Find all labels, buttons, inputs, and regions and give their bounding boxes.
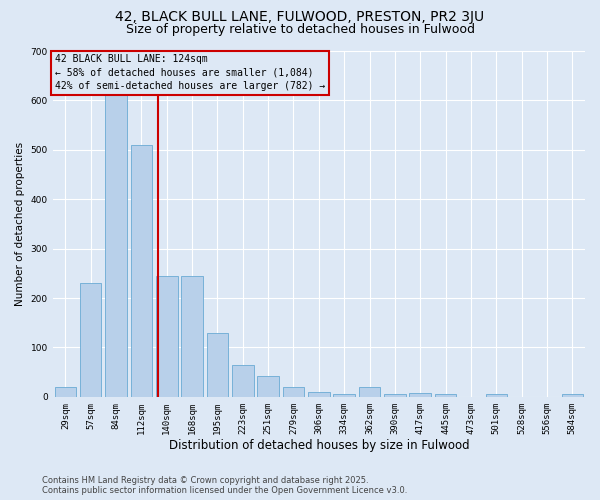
Bar	[334, 394, 355, 397]
Bar	[485, 394, 507, 397]
Bar	[283, 387, 304, 397]
Bar	[359, 387, 380, 397]
Bar	[181, 276, 203, 397]
Y-axis label: Number of detached properties: Number of detached properties	[15, 142, 25, 306]
Bar	[55, 387, 76, 397]
Text: 42 BLACK BULL LANE: 124sqm
← 58% of detached houses are smaller (1,084)
42% of s: 42 BLACK BULL LANE: 124sqm ← 58% of deta…	[55, 54, 325, 91]
Bar	[384, 394, 406, 397]
Bar	[308, 392, 329, 397]
Bar	[409, 393, 431, 397]
Text: 42, BLACK BULL LANE, FULWOOD, PRESTON, PR2 3JU: 42, BLACK BULL LANE, FULWOOD, PRESTON, P…	[115, 10, 485, 24]
Bar	[435, 394, 457, 397]
Bar	[105, 78, 127, 397]
Bar	[131, 145, 152, 397]
Text: Contains HM Land Registry data © Crown copyright and database right 2025.
Contai: Contains HM Land Registry data © Crown c…	[42, 476, 407, 495]
X-axis label: Distribution of detached houses by size in Fulwood: Distribution of detached houses by size …	[169, 440, 469, 452]
Text: Size of property relative to detached houses in Fulwood: Size of property relative to detached ho…	[125, 22, 475, 36]
Bar	[232, 364, 254, 397]
Bar	[257, 376, 279, 397]
Bar	[156, 276, 178, 397]
Bar	[206, 332, 228, 397]
Bar	[562, 394, 583, 397]
Bar	[80, 283, 101, 397]
